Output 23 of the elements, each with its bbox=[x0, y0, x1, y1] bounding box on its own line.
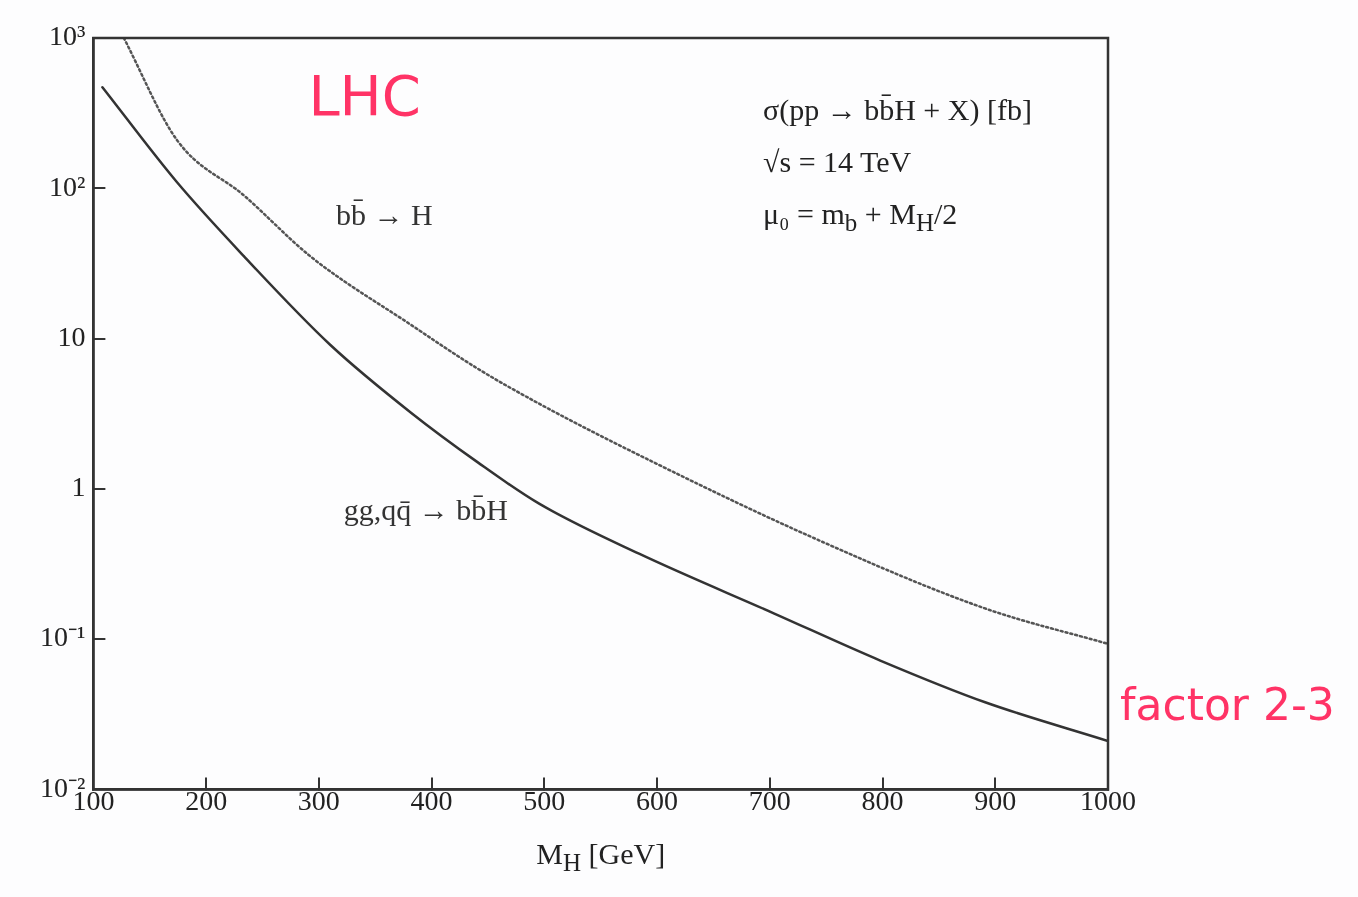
x-tick-label: 200 bbox=[185, 784, 228, 816]
y-tick-label: 10 bbox=[57, 320, 86, 352]
y-tick-label: 1 bbox=[71, 471, 86, 503]
annotation: √s = 14 TeV bbox=[763, 145, 912, 179]
text: factor 2-3 bbox=[1120, 679, 1335, 731]
series-label: gg,qq̄ → bb̄H bbox=[343, 493, 508, 527]
annotation: LHC bbox=[308, 63, 421, 128]
y-tick-label: 10⁻¹ bbox=[39, 621, 86, 653]
x-tick-label: 900 bbox=[974, 784, 1017, 816]
annotation: σ(pp → bb̄H + X) [fb] bbox=[763, 93, 1032, 127]
x-tick-label: 700 bbox=[748, 784, 791, 816]
x-tick-label: 300 bbox=[297, 784, 340, 816]
line-series bbox=[122, 38, 1108, 646]
x-tick-label: 400 bbox=[410, 784, 453, 816]
annotation: μ₀ = m$_{b}$ + M$_{H}$/2 bbox=[763, 197, 958, 237]
series-label: bb̄ → H bbox=[335, 197, 433, 231]
x-tick-label: 500 bbox=[523, 784, 566, 816]
x-tick-label: 800 bbox=[861, 784, 904, 816]
x-tick-label: 1000 bbox=[1080, 784, 1136, 816]
x-axis-title: M$_{H}$ [GeV] bbox=[536, 837, 666, 878]
y-tick-label: 10² bbox=[48, 170, 86, 202]
y-tick-label: 10³ bbox=[48, 20, 86, 52]
x-tick-label: 600 bbox=[636, 784, 679, 816]
